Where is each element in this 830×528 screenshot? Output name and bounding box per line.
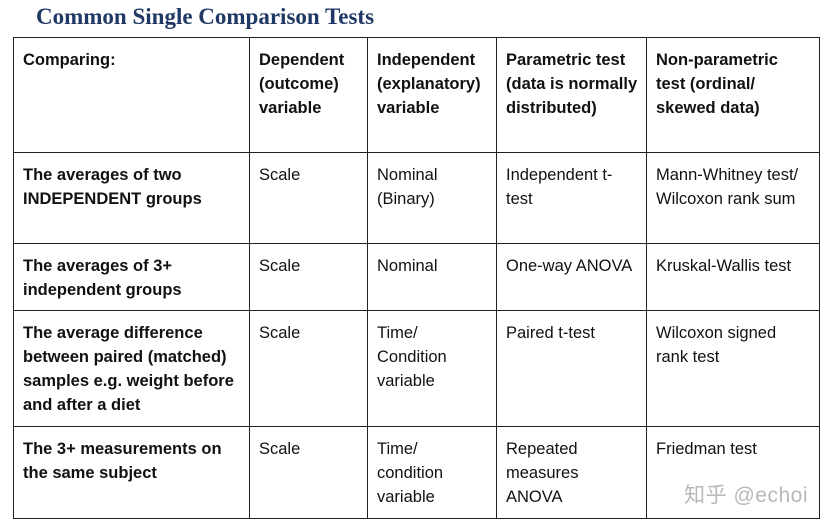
row-dependent: Scale bbox=[249, 243, 368, 311]
comparison-tests-table: Comparing: Dependent (outcome) variable … bbox=[13, 37, 820, 519]
row-comparing: The 3+ measurements on the same subject bbox=[13, 426, 250, 519]
row-nonparametric: Wilcoxon signed rank test bbox=[646, 310, 820, 427]
header-parametric-test: Parametric test (data is normally distri… bbox=[496, 37, 647, 153]
table-row: The 3+ measurements on the same subject … bbox=[13, 426, 820, 519]
header-comparing: Comparing: bbox=[13, 37, 250, 153]
row-comparing: The averages of 3+ independent groups bbox=[13, 243, 250, 311]
header-non-parametric-test: Non-parametric test (ordinal/ skewed dat… bbox=[646, 37, 820, 153]
row-nonparametric: Kruskal-Wallis test bbox=[646, 243, 820, 311]
header-dependent-variable: Dependent (outcome) variable bbox=[249, 37, 368, 153]
row-nonparametric: Mann-Whitney test/ Wilcoxon rank sum bbox=[646, 152, 820, 244]
row-dependent: Scale bbox=[249, 426, 368, 519]
row-independent: Nominal (Binary) bbox=[367, 152, 497, 244]
row-parametric: Repeated measures ANOVA bbox=[496, 426, 647, 519]
row-independent: Time/ Condition variable bbox=[367, 310, 497, 427]
row-independent: Time/ condition variable bbox=[367, 426, 497, 519]
document-title: Common Single Comparison Tests bbox=[36, 4, 375, 29]
table-row: The averages of two INDEPENDENT groups S… bbox=[13, 152, 820, 244]
row-parametric: Paired t-test bbox=[496, 310, 647, 427]
row-parametric: One-way ANOVA bbox=[496, 243, 647, 311]
table-row: The averages of 3+ independent groups Sc… bbox=[13, 243, 820, 311]
row-independent: Nominal bbox=[367, 243, 497, 311]
row-comparing: The averages of two INDEPENDENT groups bbox=[13, 152, 250, 244]
row-dependent: Scale bbox=[249, 152, 368, 244]
watermark: 知乎 @echoi bbox=[684, 484, 808, 507]
header-independent-variable: Independent (explanatory) variable bbox=[367, 37, 497, 153]
table-header-row: Comparing: Dependent (outcome) variable … bbox=[13, 37, 820, 153]
row-nonparametric: Friedman test bbox=[646, 426, 820, 519]
row-dependent: Scale bbox=[249, 310, 368, 427]
row-parametric: Independent t-test bbox=[496, 152, 647, 244]
row-comparing: The average difference between paired (m… bbox=[13, 310, 250, 427]
table-row: The average difference between paired (m… bbox=[13, 310, 820, 427]
